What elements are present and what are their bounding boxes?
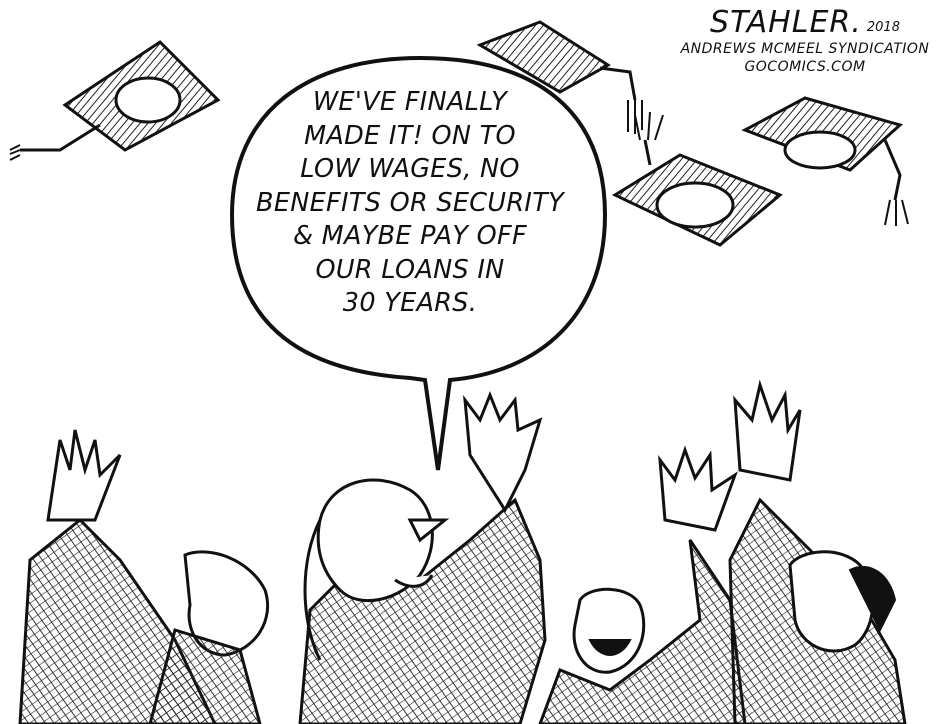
speech-line: OUR LOANS IN bbox=[315, 254, 505, 285]
graduate-center bbox=[298, 390, 547, 724]
graduate-right-center bbox=[538, 445, 747, 724]
graduation-cap-left bbox=[9, 40, 221, 161]
syndicate-name: ANDREWS MCMEEL SYNDICATION bbox=[680, 41, 930, 57]
speech-line: BENEFITS OR SECURITY bbox=[256, 187, 564, 218]
artist-credit: STAHLER. 2018 ANDREWS MCMEEL SYNDICATION… bbox=[660, 6, 950, 76]
speech-line: WE'VE FINALLY bbox=[312, 87, 508, 117]
credit-year: 2018 bbox=[866, 20, 900, 35]
speech-line: MADE IT! ON TO bbox=[304, 120, 516, 151]
speech-bubble bbox=[229, 55, 608, 471]
graduation-cap-right bbox=[741, 96, 909, 226]
speech-text: WE'VE FINALLY MADE IT! ON TO LOW WAGES, … bbox=[240, 86, 580, 321]
graduate-left bbox=[18, 429, 270, 724]
artist-signature: STAHLER. bbox=[710, 5, 862, 40]
speech-line: 30 YEARS. bbox=[342, 288, 478, 318]
graduation-cap-middle bbox=[611, 111, 783, 247]
speech-line: LOW WAGES, NO bbox=[300, 154, 520, 184]
speech-line: & MAYBE PAY OFF bbox=[293, 221, 527, 251]
graduate-right bbox=[728, 379, 907, 724]
website-credit: GOCOMICS.COM bbox=[744, 59, 866, 75]
